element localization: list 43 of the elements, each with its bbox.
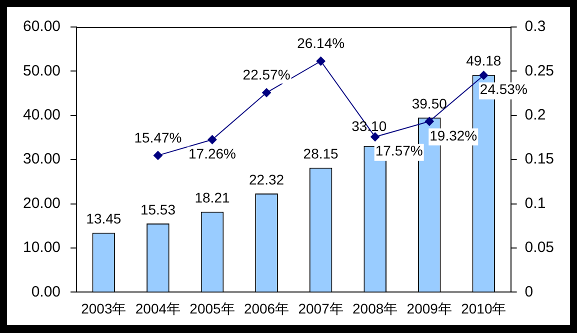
- data-label: 39.50: [412, 95, 448, 112]
- y2-tick-label: 0.25: [524, 62, 554, 80]
- y2-tick-label: 0.3: [524, 18, 546, 36]
- point: [479, 70, 488, 80]
- point: [424, 116, 434, 126]
- data-label: 22.32: [249, 171, 284, 188]
- point: [370, 132, 380, 142]
- y-tick-label: 30.00: [22, 150, 61, 168]
- x-tick-label: 2006年: [244, 300, 290, 316]
- point: [153, 150, 162, 160]
- x-tick-label: 2004年: [135, 300, 181, 316]
- x-tick-label: 2009年: [406, 300, 452, 316]
- data-label: 15.47%: [134, 129, 182, 146]
- point: [262, 88, 272, 98]
- data-label: 49.18: [466, 52, 502, 69]
- x-tick-label: 2008年: [352, 300, 398, 316]
- y2-tick-label: 0.1: [524, 194, 546, 212]
- y-tick-label: 60.00: [22, 18, 61, 36]
- y2-tick-label: 0.15: [524, 150, 554, 168]
- data-label: 24.53%: [480, 81, 528, 98]
- y-tick-label: 50.00: [22, 62, 61, 80]
- x-tick-label: 2010年: [461, 300, 506, 316]
- x-tick-label: 2003年: [81, 300, 126, 316]
- y-tick-label: 10.00: [22, 239, 61, 256]
- y2-tick-label: 0.05: [524, 239, 554, 256]
- y2-tick-label: 0.2: [524, 106, 546, 124]
- y-tick-label: 0.00: [31, 283, 61, 300]
- y2-tick-label: 0: [524, 283, 534, 300]
- data-label: 17.57%: [375, 142, 423, 159]
- y-tick-label: 40.00: [22, 106, 61, 124]
- data-label: 26.14%: [297, 34, 345, 51]
- data-label: 17.26%: [188, 145, 236, 162]
- y-tick-label: 20.00: [22, 194, 61, 212]
- data-label: 15.53: [140, 201, 176, 218]
- x-tick-label: 2007年: [298, 300, 344, 316]
- point: [208, 135, 217, 144]
- data-label: 22.57%: [242, 66, 290, 83]
- data-label: 13.45: [86, 210, 122, 227]
- point: [316, 56, 326, 66]
- data-label: 19.32%: [430, 127, 478, 144]
- x-tick-label: 2005年: [190, 300, 235, 316]
- data-label: 28.15: [303, 146, 339, 162]
- data-label: 18.21: [194, 190, 230, 206]
